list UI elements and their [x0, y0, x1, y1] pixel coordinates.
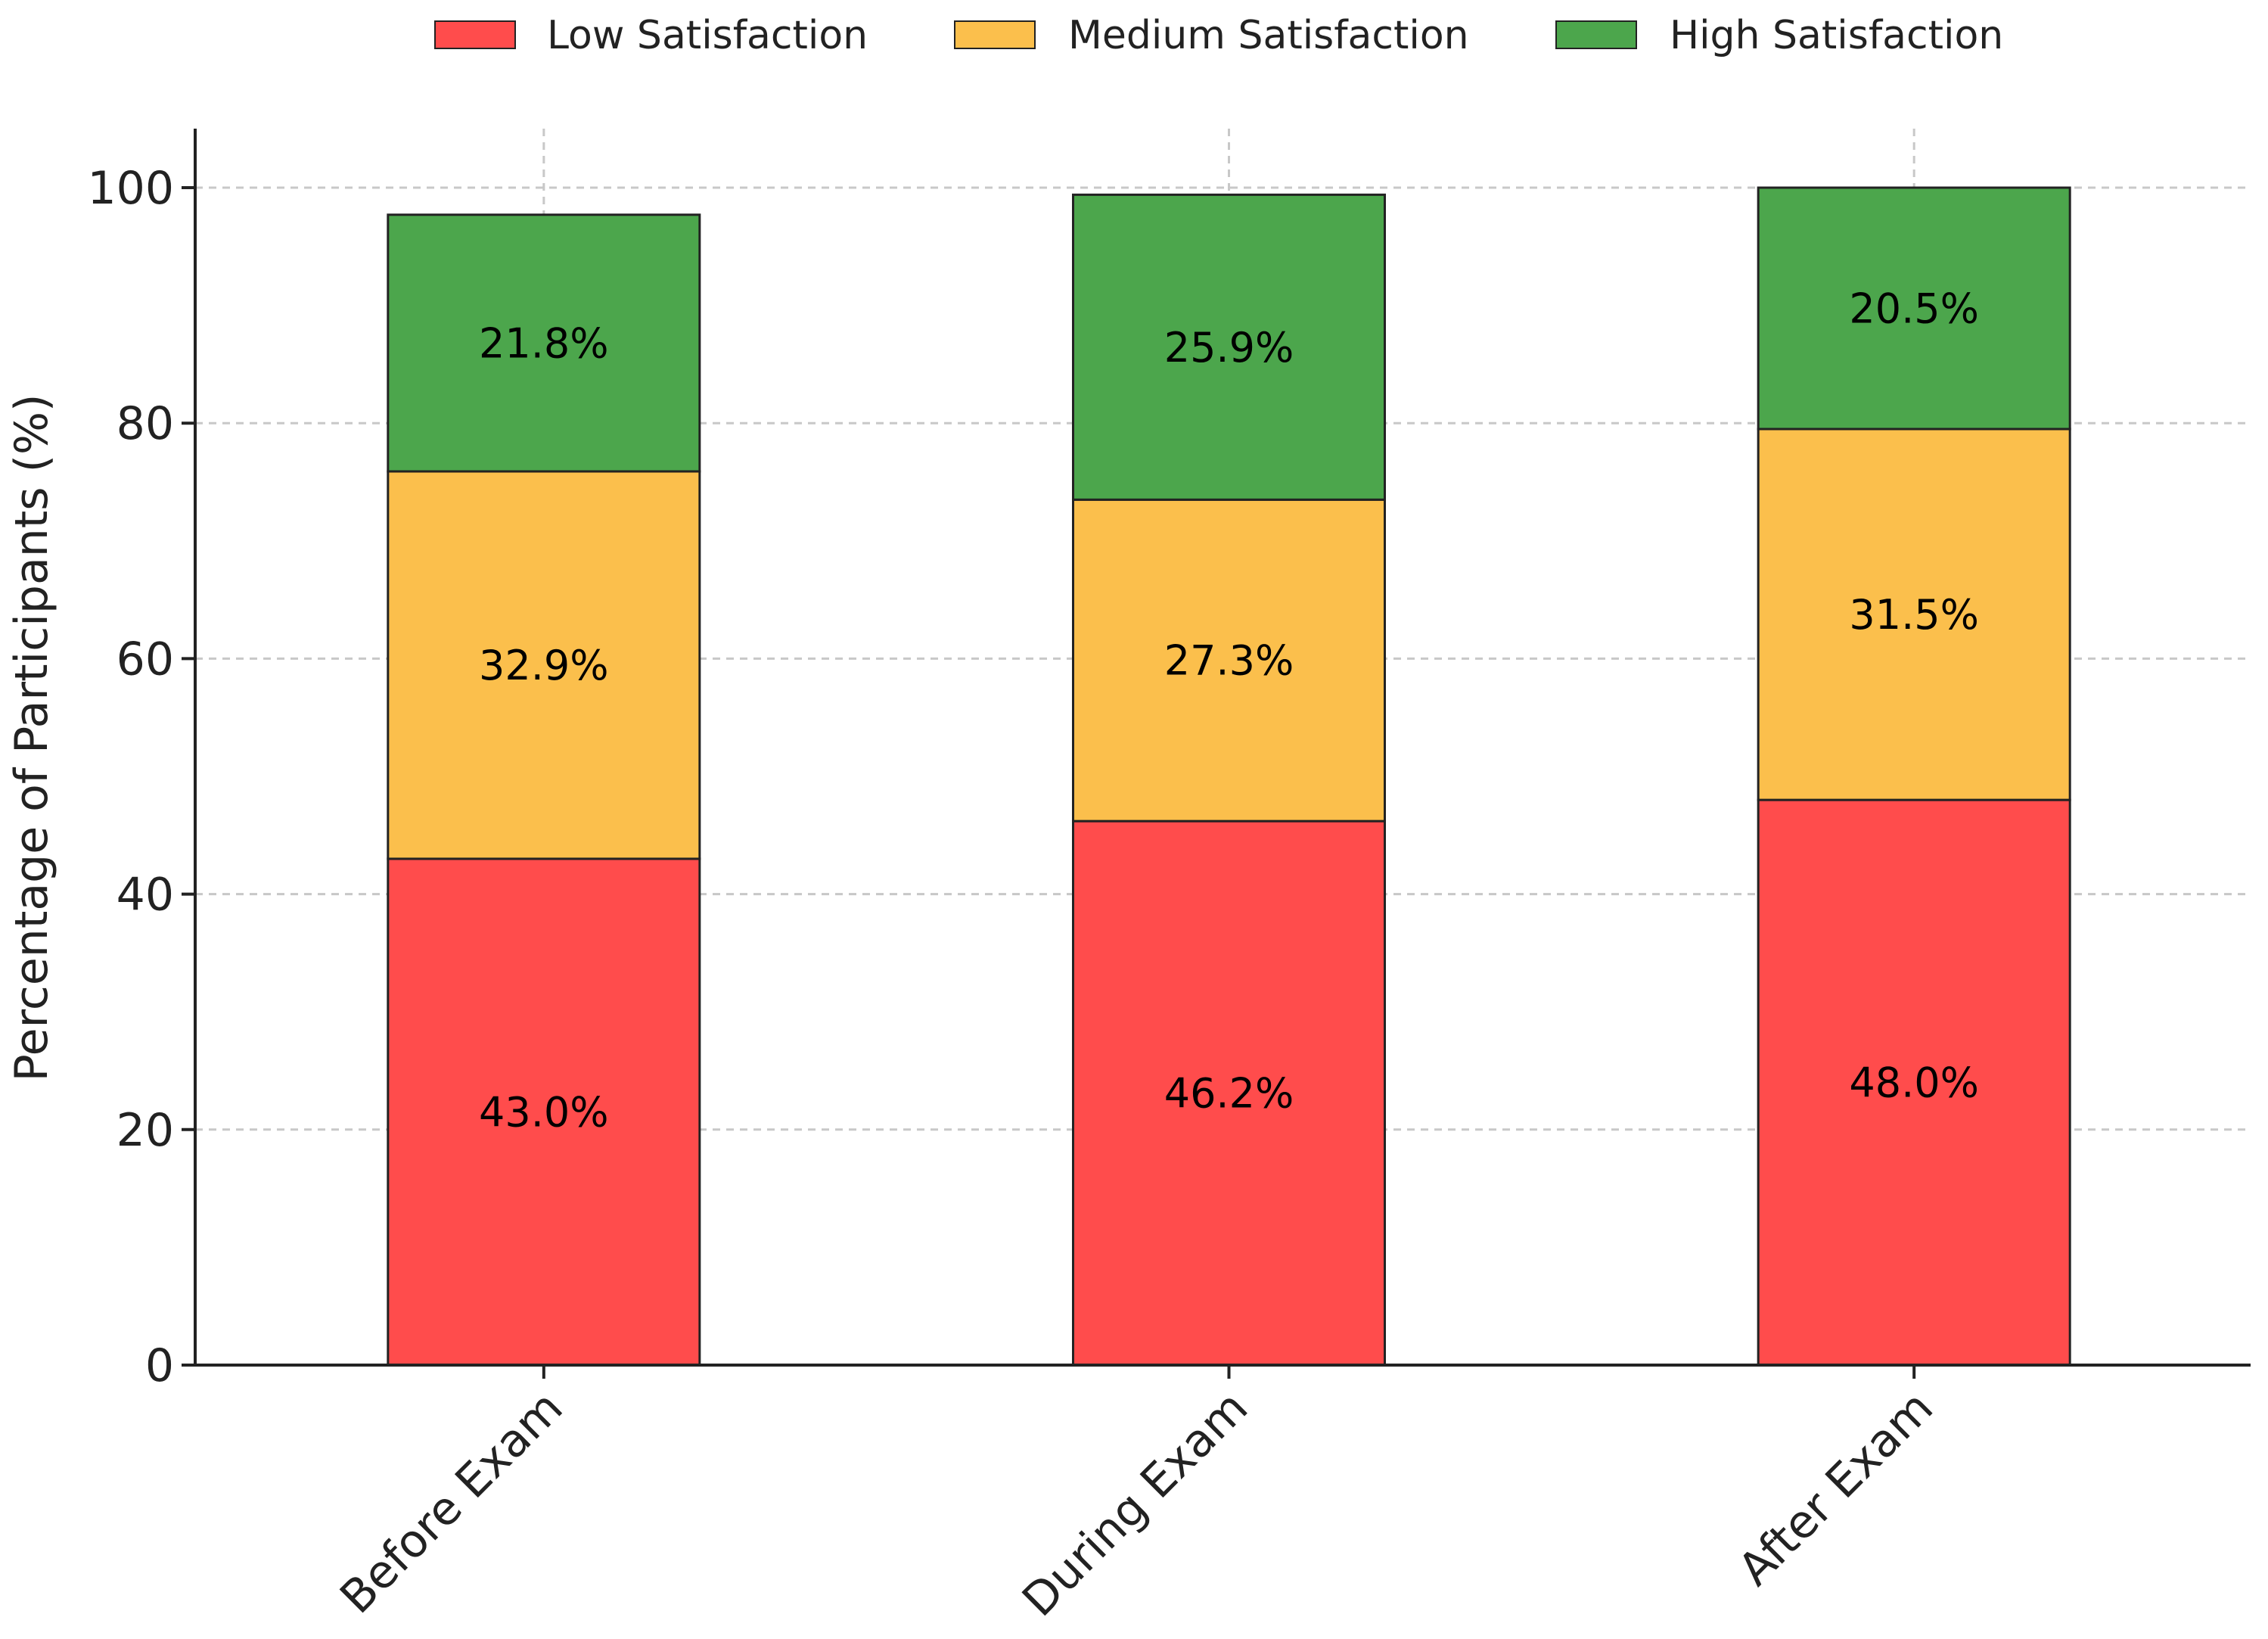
data-label: 25.9% [1164, 324, 1294, 372]
bar-medium-satisfaction-before-exam [387, 470, 701, 860]
legend-item-high-satisfaction: High Satisfaction [1555, 13, 2003, 58]
y-tick-label: 80 [117, 397, 174, 450]
bar-high-satisfaction-before-exam [387, 213, 701, 473]
data-label: 48.0% [1849, 1059, 1979, 1107]
bar-high-satisfaction-after-exam [1757, 186, 2071, 431]
bar-low-satisfaction-after-exam [1757, 798, 2071, 1367]
y-axis-title: Percentage of Participants (%) [5, 394, 58, 1082]
data-labels: 43.0% 32.9% 21.8% 46.2% 27.3% 25.9% 48.0% 31.5%… [479, 285, 1979, 1136]
legend-swatch [434, 20, 516, 49]
x-tick-label: During Exam [1012, 1381, 1258, 1627]
legend-swatch [1555, 20, 1637, 49]
bar-high-satisfaction-during-exam [1072, 193, 1386, 501]
y-tick-label: 100 [87, 162, 174, 215]
legend: Low Satisfaction Medium Satisfaction High … [434, 13, 2003, 58]
data-label: 31.5% [1849, 591, 1979, 639]
bars [387, 186, 2071, 1367]
data-label: 21.8% [479, 319, 609, 367]
bar-low-satisfaction-during-exam [1072, 820, 1386, 1367]
bar-medium-satisfaction-after-exam [1757, 428, 2071, 801]
y-tick-label: 20 [117, 1104, 174, 1157]
y-tick-label: 60 [117, 633, 174, 686]
x-tick-label: After Exam [1729, 1381, 1943, 1596]
legend-label: Low Satisfaction [547, 13, 868, 58]
data-label: 46.2% [1164, 1070, 1294, 1118]
x-tick-label: Before Exam [330, 1381, 573, 1624]
y-tick-label: 0 [145, 1339, 174, 1392]
data-label: 43.0% [479, 1088, 609, 1136]
bar-medium-satisfaction-during-exam [1072, 498, 1386, 823]
data-label: 27.3% [1164, 637, 1294, 685]
legend-item-low-satisfaction: Low Satisfaction [434, 13, 868, 58]
legend-label: Medium Satisfaction [1068, 13, 1469, 58]
data-label: 32.9% [479, 642, 609, 689]
y-tick-label: 40 [117, 869, 174, 922]
legend-item-medium-satisfaction: Medium Satisfaction [954, 13, 1469, 58]
legend-label: High Satisfaction [1670, 13, 2003, 58]
bar-low-satisfaction-before-exam [387, 857, 701, 1367]
legend-swatch [954, 20, 1036, 49]
data-label: 20.5% [1849, 285, 1979, 332]
